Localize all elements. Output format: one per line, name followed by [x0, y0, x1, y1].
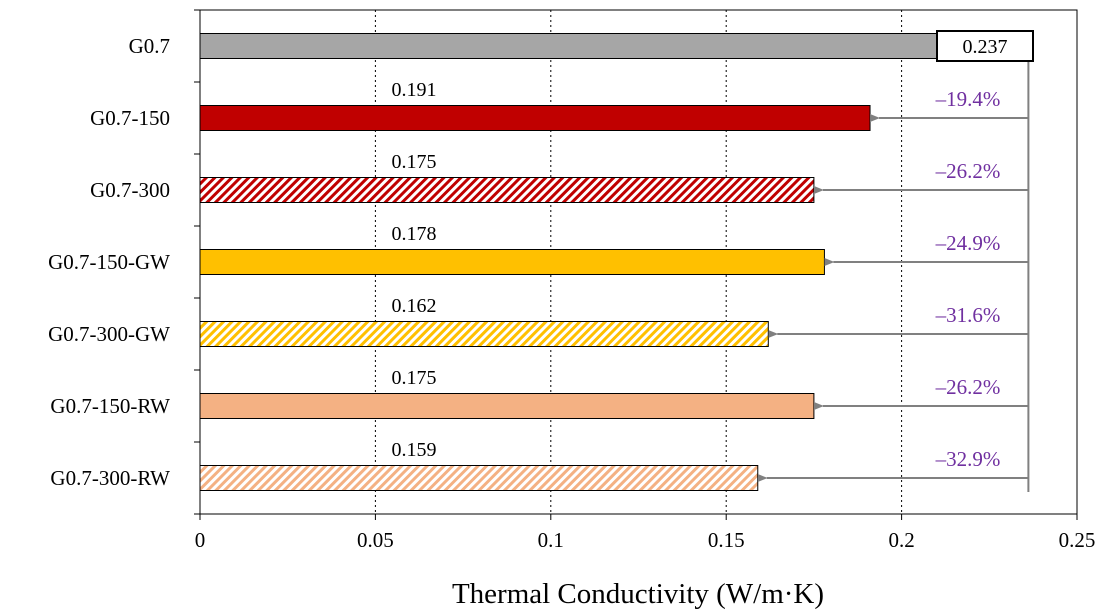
bar-5 — [199, 321, 769, 347]
bars — [199, 33, 1032, 491]
value-label: 0.175 — [392, 367, 437, 389]
bar-7 — [199, 465, 759, 491]
reference-value-box — [936, 30, 1034, 62]
category-label: G0.7-300-RW — [50, 466, 170, 490]
reduction-label: –26.2% — [935, 375, 1001, 399]
bar-4 — [199, 249, 825, 275]
category-label: G0.7-150-GW — [48, 250, 170, 274]
category-label: G0.7-150-RW — [50, 394, 170, 418]
value-label: 0.191 — [392, 79, 437, 101]
bar-2 — [199, 105, 871, 131]
x-axis-title: Thermal Conductivity (W/m·K) — [452, 578, 824, 610]
category-label: G0.7-300 — [90, 178, 170, 202]
value-label: 0.159 — [392, 439, 437, 461]
category-label: G0.7-300-GW — [48, 322, 170, 346]
reduction-label: –24.9% — [935, 231, 1001, 255]
x-tick-label: 0.15 — [708, 528, 745, 552]
reduction-label: –32.9% — [935, 447, 1001, 471]
data-labels: G0.7 0.237 G0.7-150 0.191 –19.4% G0.7-300 0.17… — [48, 30, 1034, 490]
reduction-label: –31.6% — [935, 303, 1001, 327]
bar-1 — [199, 33, 1032, 59]
reduction-label: –26.2% — [935, 159, 1001, 183]
reduction-arrows — [757, 58, 1030, 492]
x-tick-label: 0.05 — [357, 528, 394, 552]
x-tick-label: 0 — [195, 528, 206, 552]
category-label: G0.7-150 — [90, 106, 170, 130]
axes: 0 0.05 0.1 0.15 0.2 0.25 — [194, 9, 1096, 552]
value-label: 0.237 — [963, 36, 1008, 58]
value-label: 0.162 — [392, 295, 437, 317]
plot-frame — [199, 9, 1078, 515]
category-label: G0.7 — [129, 34, 170, 58]
value-label: 0.175 — [392, 151, 437, 173]
x-tick-label: 0.2 — [888, 528, 914, 552]
x-tick-label: 0.1 — [538, 528, 564, 552]
x-tick-label: 0.25 — [1059, 528, 1096, 552]
bar-3 — [199, 177, 815, 203]
reduction-label: –19.4% — [935, 87, 1001, 111]
bar-6 — [199, 393, 815, 419]
value-label: 0.178 — [392, 223, 437, 245]
